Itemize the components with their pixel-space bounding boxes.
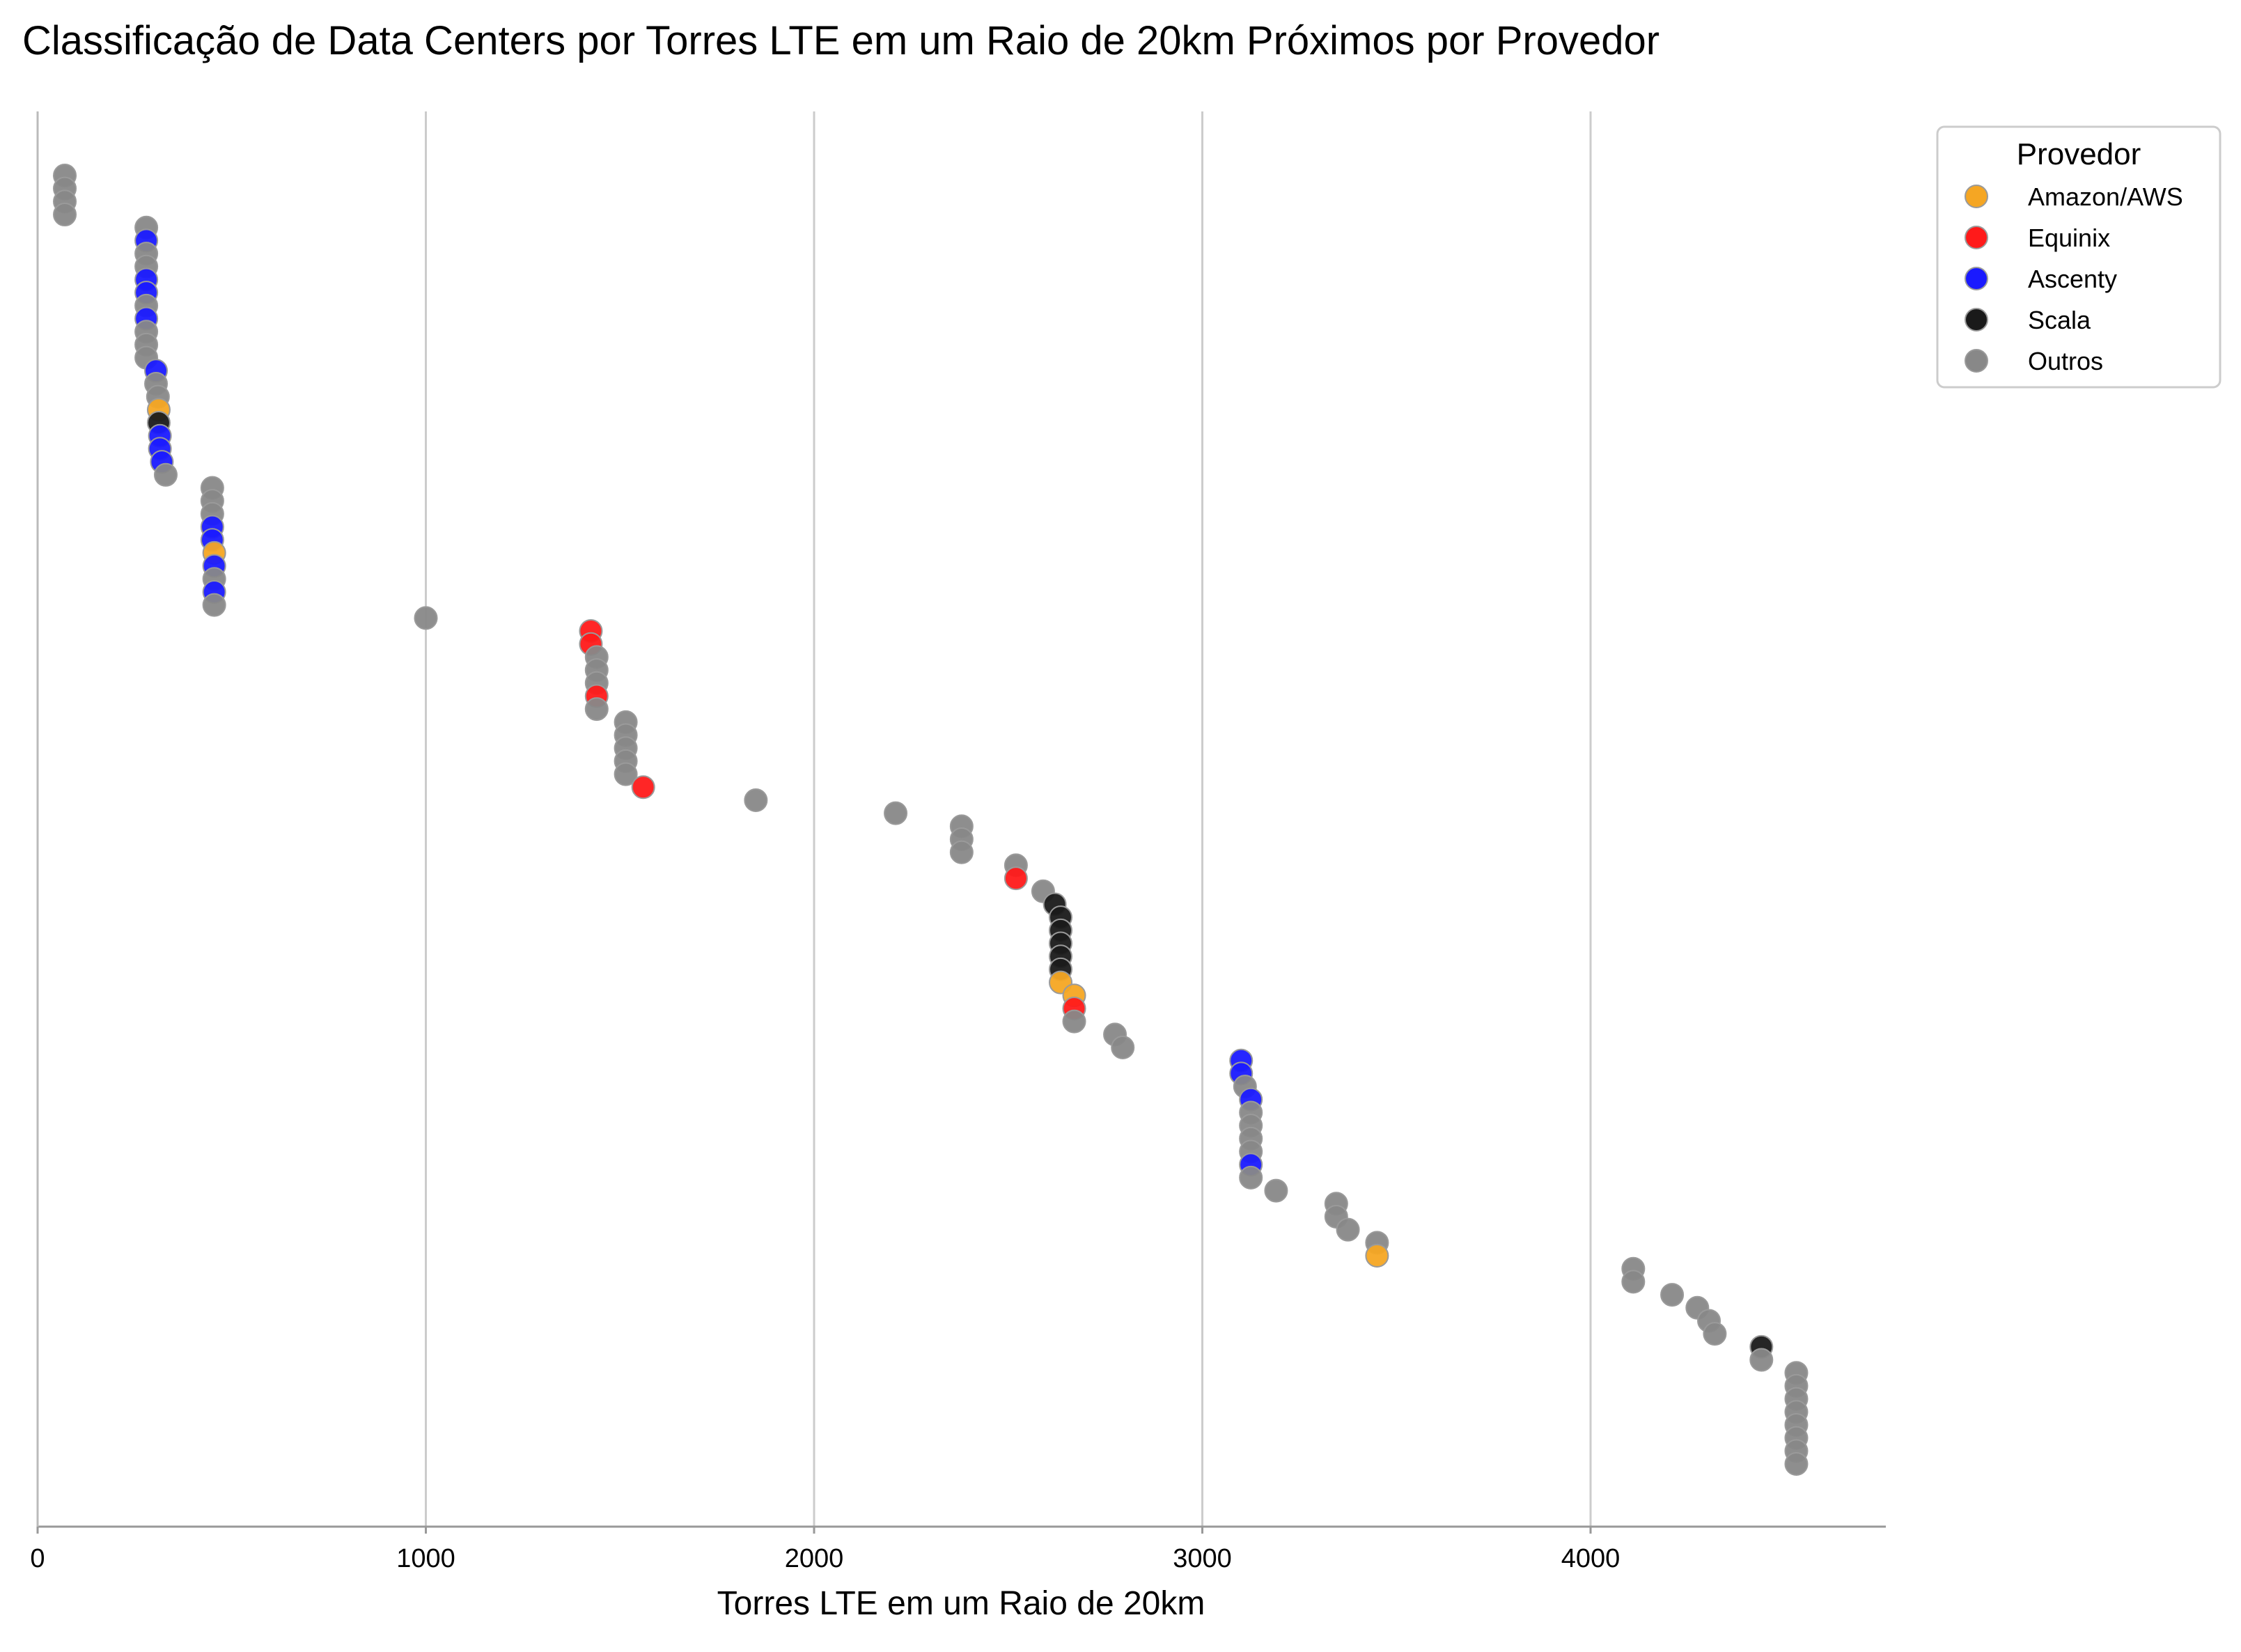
data-points [53, 164, 1809, 1476]
data-point [1004, 866, 1028, 891]
legend-label: Equinix [2028, 224, 2110, 252]
data-point [584, 697, 609, 722]
data-point [949, 840, 974, 864]
data-point [1365, 1244, 1389, 1268]
legend-label: Scala [2028, 306, 2091, 334]
data-point [202, 593, 226, 617]
legend-marker [1965, 226, 1988, 249]
data-point [153, 462, 178, 487]
legend-marker [1965, 267, 1988, 290]
legend-label: Amazon/AWS [2028, 182, 2183, 211]
legend-marker [1965, 308, 1988, 332]
x-tick-label: 1000 [396, 1544, 455, 1573]
x-axis-label: Torres LTE em um Raio de 20km [717, 1585, 1205, 1622]
chart-title: Classificação de Data Centers por Torres… [22, 18, 1660, 63]
x-tick-label: 4000 [1561, 1544, 1621, 1573]
data-point [1621, 1270, 1646, 1294]
legend-frame [1936, 125, 2222, 389]
legend-label: Ascenty [2028, 265, 2117, 293]
grid-lines [425, 111, 1592, 1527]
data-point [614, 762, 638, 786]
x-tick-label: 3000 [1173, 1544, 1232, 1573]
data-point [1239, 1165, 1263, 1190]
data-point [744, 788, 768, 812]
data-point [53, 203, 77, 227]
legend-entries: Amazon/AWS Equinix Ascenty Scala Outros [1965, 182, 2183, 375]
data-point [1660, 1283, 1685, 1307]
legend: Provedor Amazon/AWS Equinix Ascenty Scala Ou… [1936, 125, 2222, 389]
data-point [1336, 1217, 1360, 1242]
legend-title: Provedor [2017, 137, 2141, 171]
data-point [884, 801, 908, 825]
x-tick-label: 2000 [785, 1544, 844, 1573]
legend-marker [1965, 185, 1988, 208]
data-point [1749, 1348, 1774, 1372]
x-axis-ticks: 0 1000 2000 3000 4000 [30, 1527, 1620, 1573]
data-point [1264, 1178, 1288, 1203]
data-point [1062, 1009, 1086, 1034]
data-point [414, 606, 438, 630]
legend-label: Outros [2028, 347, 2103, 375]
data-point [1111, 1036, 1135, 1060]
data-point [1703, 1322, 1727, 1346]
data-point [1784, 1452, 1809, 1476]
data-point [631, 775, 655, 800]
legend-marker [1965, 349, 1988, 373]
x-tick-label: 0 [30, 1544, 45, 1573]
